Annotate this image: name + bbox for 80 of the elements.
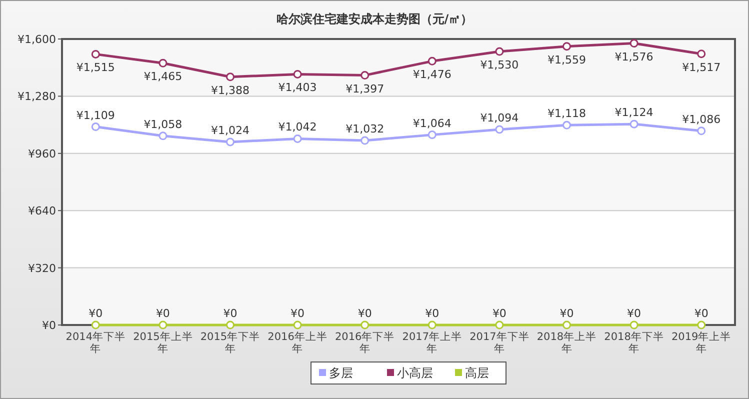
point (495, 320, 504, 330)
data-label: ¥0 (290, 307, 305, 320)
data-label: ¥1,094 (480, 111, 519, 124)
x-tick-label: 2018年下半年 (604, 330, 664, 355)
point (495, 125, 504, 134)
x-tick-label: 2015年上半年 (133, 330, 193, 355)
legend-label: 小高层 (397, 366, 433, 380)
x-tick-label: 2014年下半年 (66, 330, 126, 355)
data-label: ¥0 (358, 307, 372, 320)
data-label: ¥0 (156, 307, 170, 320)
point (91, 50, 100, 58)
data-label: ¥1,124 (614, 106, 654, 120)
point (562, 120, 571, 130)
point (158, 320, 168, 330)
data-label: ¥0 (425, 307, 440, 320)
point (158, 58, 168, 68)
data-label: ¥0 (492, 307, 506, 320)
point (562, 320, 571, 330)
point (360, 71, 370, 80)
data-label: ¥1,515 (76, 61, 115, 74)
data-label: ¥1,042 (278, 120, 317, 134)
x-tick-label: 2016年下半年 (334, 330, 395, 355)
x-tick-label: 2017年上半年 (402, 330, 462, 355)
y-tick-label: ¥1,600 (18, 33, 56, 46)
y-tick-label: ¥1,280 (18, 90, 56, 104)
point (697, 320, 706, 330)
y-tick-label: ¥0 (42, 319, 56, 332)
point (226, 138, 234, 146)
data-label: ¥1,388 (211, 84, 250, 97)
point (293, 70, 302, 78)
data-label: ¥1,086 (682, 112, 721, 126)
data-label: ¥1,109 (76, 108, 115, 122)
data-label: ¥1,064 (412, 116, 452, 130)
legend-label: 高层 (465, 366, 489, 380)
data-label: ¥1,118 (548, 107, 586, 120)
x-tick-label: 2017年下半年 (470, 330, 530, 355)
chart-title: 哈尔滨住宅建安成本走势图（元/㎡） (276, 12, 473, 26)
data-label: ¥1,530 (480, 58, 519, 72)
point (630, 39, 638, 48)
point (226, 320, 234, 330)
point (428, 130, 436, 140)
point (697, 50, 706, 58)
point (91, 320, 100, 330)
point (226, 72, 234, 82)
point (91, 122, 100, 132)
data-label: ¥0 (560, 307, 574, 320)
y-tick-label: ¥960 (28, 147, 56, 160)
point (293, 134, 302, 143)
point (293, 320, 302, 330)
y-tick-label: ¥320 (28, 262, 56, 275)
point (360, 136, 370, 145)
y-tick-label: ¥640 (28, 204, 56, 218)
x-tick-label: 2018年上半年 (536, 330, 597, 355)
data-label: ¥0 (223, 307, 238, 320)
data-label: ¥1,397 (346, 82, 384, 96)
data-label: ¥0 (627, 307, 642, 320)
x-tick-label: 2019年上半年 (671, 330, 732, 355)
data-label: ¥1,058 (144, 118, 182, 131)
data-label: ¥1,465 (144, 70, 182, 84)
x-tick-label: 2016年上半年 (268, 330, 328, 355)
data-label: ¥1,476 (412, 68, 452, 82)
point (158, 132, 168, 140)
data-label: ¥1,559 (548, 53, 586, 66)
point (495, 47, 504, 56)
point (428, 320, 436, 330)
point (562, 42, 571, 51)
x-tick-label: 2015年下半年 (200, 330, 260, 355)
data-label: ¥1,024 (211, 124, 250, 137)
point (630, 320, 638, 330)
point (428, 56, 436, 66)
data-label: ¥1,576 (614, 50, 654, 64)
data-label: ¥1,032 (346, 122, 384, 136)
data-label: ¥1,403 (278, 81, 317, 94)
legend-label: 多层 (329, 366, 353, 380)
data-label: ¥1,517 (682, 60, 721, 74)
data-label: ¥0 (88, 307, 103, 320)
point (360, 320, 370, 330)
point (630, 120, 638, 128)
data-label: ¥0 (694, 307, 708, 320)
point (697, 126, 706, 136)
